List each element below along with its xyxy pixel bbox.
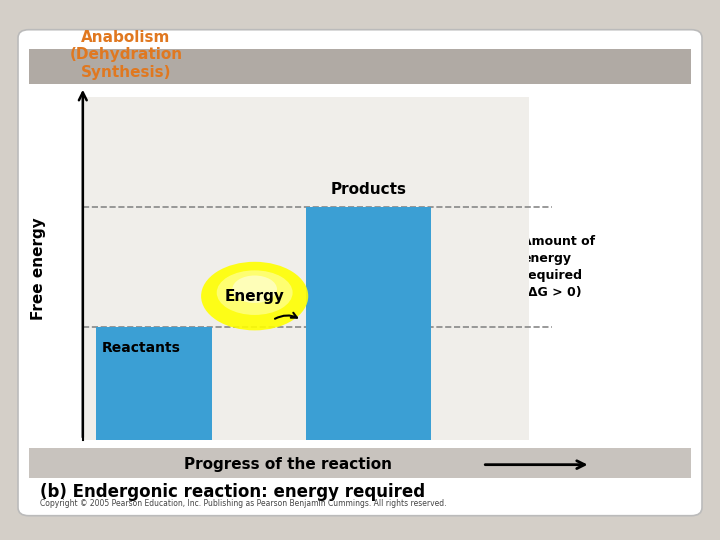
Bar bbox=[29, 448, 691, 478]
Ellipse shape bbox=[233, 275, 277, 303]
Text: Progress of the reaction: Progress of the reaction bbox=[184, 457, 392, 472]
Ellipse shape bbox=[217, 271, 292, 315]
Bar bbox=[96, 327, 212, 440]
FancyArrow shape bbox=[456, 207, 495, 285]
Bar bbox=[29, 49, 691, 84]
Text: Anabolism
(Dehydration
Synthesis): Anabolism (Dehydration Synthesis) bbox=[69, 30, 183, 79]
Text: Amount of
energy
required
(ΔG > 0): Amount of energy required (ΔG > 0) bbox=[523, 235, 595, 299]
Bar bbox=[463, 285, 489, 327]
Text: Reactants: Reactants bbox=[102, 341, 180, 355]
Text: Products: Products bbox=[330, 181, 407, 197]
Text: (b) Endergonic reaction: energy required: (b) Endergonic reaction: energy required bbox=[40, 483, 425, 501]
Bar bbox=[306, 207, 431, 440]
Ellipse shape bbox=[201, 262, 308, 330]
Text: Copyright © 2005 Pearson Education, Inc. Publishing as Pearson Benjamin Cummings: Copyright © 2005 Pearson Education, Inc.… bbox=[40, 500, 446, 509]
FancyBboxPatch shape bbox=[18, 30, 702, 516]
Text: Energy: Energy bbox=[225, 288, 284, 303]
Text: Free energy: Free energy bbox=[31, 217, 45, 320]
